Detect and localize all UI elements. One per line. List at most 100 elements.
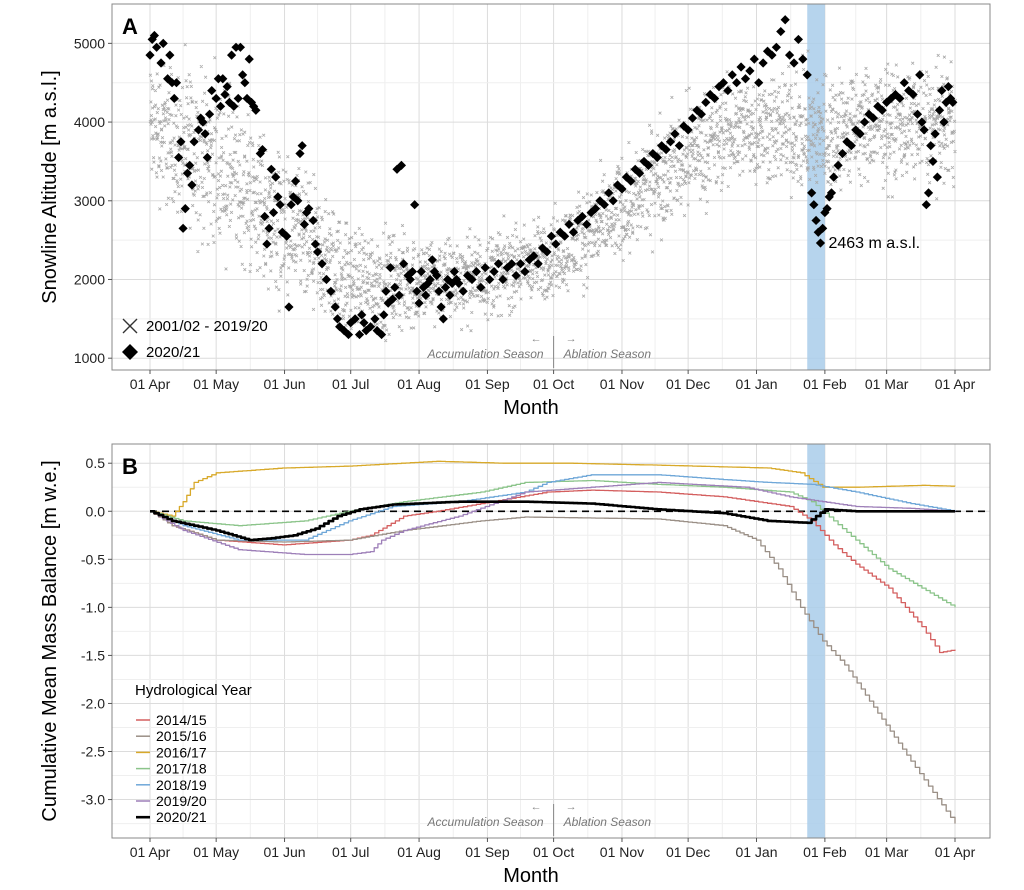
accumulation-season-label: Accumulation Season xyxy=(427,815,544,829)
point-2020-21 xyxy=(886,93,896,104)
point-2020-21 xyxy=(454,278,464,289)
point-2020-21 xyxy=(277,227,287,237)
point-2020-21 xyxy=(635,168,645,178)
x-tick-label: 01 Nov xyxy=(600,376,644,392)
point-2020-21 xyxy=(268,207,279,218)
point-2020-21 xyxy=(745,66,755,76)
point-2020-21 xyxy=(851,125,861,135)
panel-b-season-divider: ← → Accumulation Season Ablation Season xyxy=(427,801,651,836)
point-2020-21 xyxy=(436,302,446,312)
panel-a-highlight-band xyxy=(807,4,825,370)
x-tick-label: 01 Oct xyxy=(533,376,574,392)
x-tick-label: 01 Apr xyxy=(935,844,976,860)
point-2020-21 xyxy=(710,93,720,104)
y-tick-label: -2.5 xyxy=(81,744,105,760)
point-2020-21 xyxy=(533,259,543,269)
point-2020-21 xyxy=(811,215,821,226)
point-2020-21 xyxy=(939,117,949,127)
point-2020-21 xyxy=(304,204,314,214)
point-2020-21 xyxy=(399,259,409,269)
point-2020-21 xyxy=(260,211,270,222)
point-2020-21 xyxy=(915,70,925,80)
y-tick-label: 3000 xyxy=(74,193,105,209)
point-2020-21 xyxy=(330,302,340,312)
y-tick-label: -2.0 xyxy=(81,695,105,711)
point-2020-21 xyxy=(809,200,819,210)
point-2020-21 xyxy=(568,227,579,237)
x-tick-label: 01 Jul xyxy=(332,376,369,392)
point-2020-21 xyxy=(222,82,232,92)
point-2020-21 xyxy=(392,164,402,174)
legend-label-2019-20: 2019/20 xyxy=(156,793,207,809)
legend-label-2016-17: 2016/17 xyxy=(156,744,207,760)
point-2020-21 xyxy=(326,286,336,296)
point-2020-21 xyxy=(434,286,444,296)
point-2020-21 xyxy=(202,152,212,163)
point-2020-21 xyxy=(837,148,848,159)
point-2020-21 xyxy=(882,97,892,107)
series-line-2020-21 xyxy=(150,500,955,542)
point-2020-21 xyxy=(643,160,654,170)
legend-label-2014-15: 2014/15 xyxy=(156,712,207,728)
point-2020-21 xyxy=(485,274,495,285)
point-2020-21 xyxy=(776,26,786,37)
point-2020-21 xyxy=(388,294,398,304)
panel-a-season-divider: ← → Accumulation Season Ablation Season xyxy=(427,333,651,368)
point-2020-21 xyxy=(520,267,530,277)
point-2020-21 xyxy=(416,267,426,277)
panel-b-x-ticks: 01 Apr 01 May 01 Jun 01 Jul 01 Aug 01 Sep 01 O… xyxy=(130,838,976,860)
x-tick-label: 01 Apr xyxy=(130,376,171,392)
point-2020-21 xyxy=(701,97,711,107)
point-2020-21 xyxy=(740,74,751,84)
panel-b-highlight-band xyxy=(807,444,825,838)
point-2020-21 xyxy=(582,219,592,229)
panel-a: ← → Accumulation Season Ablation Season 01 … xyxy=(39,3,991,419)
point-2020-21 xyxy=(471,267,482,277)
panel-b-frame xyxy=(111,443,991,839)
point-2020-21 xyxy=(815,238,826,248)
point-2020-21 xyxy=(945,93,956,104)
point-2020-21 xyxy=(648,148,658,159)
point-2020-21 xyxy=(855,129,865,139)
point-2020-21 xyxy=(727,70,737,80)
point-2020-21 xyxy=(621,172,631,182)
point-2020-21 xyxy=(176,137,186,147)
point-2020-21 xyxy=(599,200,609,210)
x-tick-label: 01 May xyxy=(193,844,239,860)
x-tick-label: 01 Sep xyxy=(465,844,510,860)
highlight-band xyxy=(807,4,825,370)
point-2020-21 xyxy=(912,109,923,119)
panel-b-y-ticks: 0.5 0.0 -0.5 -1.0 -1.5 -2.0 -2.5 -3.0 xyxy=(81,455,112,808)
panel-a-frame xyxy=(111,3,991,371)
point-2020-21 xyxy=(917,117,927,127)
point-2020-21 xyxy=(427,255,437,265)
point-2020-21 xyxy=(350,314,360,324)
point-2020-21 xyxy=(826,188,837,198)
point-2020-21 xyxy=(171,78,182,88)
point-2020-21 xyxy=(736,62,746,72)
y-tick-label: -0.5 xyxy=(81,551,105,567)
legend-label-2020-21: 2020/21 xyxy=(156,809,207,825)
point-2020-21 xyxy=(379,310,389,320)
point-2020-21 xyxy=(443,274,453,285)
point-2020-21 xyxy=(822,204,832,214)
point-2020-21 xyxy=(264,223,274,233)
panel-a-y-ticks: 1000 2000 3000 4000 5000 xyxy=(74,35,112,366)
point-2020-21 xyxy=(284,302,294,312)
point-2020-21 xyxy=(507,259,517,269)
point-2020-21 xyxy=(767,50,777,60)
point-2020-21 xyxy=(282,231,292,241)
legend-label-2015-16: 2015/16 xyxy=(156,728,207,744)
point-2020-21 xyxy=(529,251,539,261)
y-tick-label: 0.0 xyxy=(86,503,106,519)
point-2020-21 xyxy=(449,267,459,277)
point-2020-21 xyxy=(365,322,376,332)
point-2020-21 xyxy=(286,200,296,210)
point-2020-21 xyxy=(551,239,561,249)
panel-a-annotation: 2463 m a.s.l. xyxy=(828,235,920,252)
point-2020-21 xyxy=(156,58,166,68)
point-2020-21 xyxy=(361,326,371,336)
point-2020-21 xyxy=(798,54,808,64)
point-2020-21 xyxy=(923,188,934,198)
